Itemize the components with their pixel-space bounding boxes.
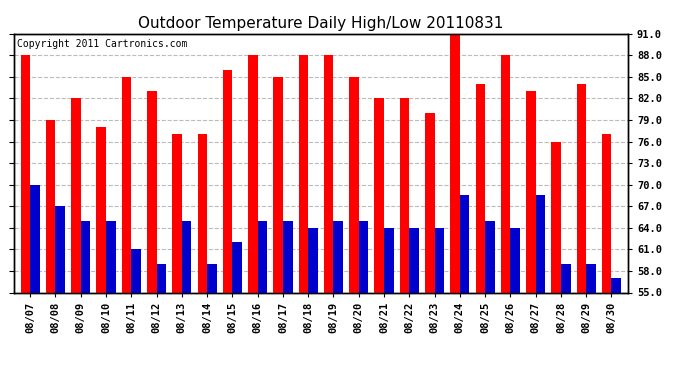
Bar xyxy=(349,77,359,292)
Bar xyxy=(485,220,495,292)
Bar xyxy=(375,99,384,292)
Bar xyxy=(248,56,257,292)
Bar xyxy=(207,264,217,292)
Bar xyxy=(30,185,40,292)
Bar xyxy=(21,56,30,292)
Bar xyxy=(172,134,182,292)
Bar xyxy=(359,220,368,292)
Bar xyxy=(535,195,545,292)
Bar xyxy=(451,27,460,292)
Bar xyxy=(131,249,141,292)
Bar xyxy=(197,134,207,292)
Bar xyxy=(400,99,409,292)
Bar xyxy=(81,220,90,292)
Bar xyxy=(425,113,435,292)
Bar xyxy=(586,264,595,292)
Bar xyxy=(501,56,511,292)
Bar xyxy=(551,142,561,292)
Bar xyxy=(283,220,293,292)
Bar xyxy=(384,228,393,292)
Bar xyxy=(273,77,283,292)
Title: Outdoor Temperature Daily High/Low 20110831: Outdoor Temperature Daily High/Low 20110… xyxy=(138,16,504,31)
Bar xyxy=(475,84,485,292)
Bar xyxy=(106,220,116,292)
Bar xyxy=(435,228,444,292)
Bar xyxy=(324,56,333,292)
Bar xyxy=(611,278,621,292)
Bar xyxy=(526,91,535,292)
Bar xyxy=(223,70,233,292)
Bar xyxy=(121,77,131,292)
Bar xyxy=(333,220,343,292)
Text: Copyright 2011 Cartronics.com: Copyright 2011 Cartronics.com xyxy=(17,39,187,49)
Bar xyxy=(71,99,81,292)
Bar xyxy=(299,56,308,292)
Bar xyxy=(55,206,65,292)
Bar xyxy=(577,84,586,292)
Bar xyxy=(233,242,242,292)
Bar xyxy=(561,264,571,292)
Bar xyxy=(182,220,191,292)
Bar xyxy=(147,91,157,292)
Bar xyxy=(46,120,55,292)
Bar xyxy=(460,195,469,292)
Bar xyxy=(602,134,611,292)
Bar xyxy=(97,127,106,292)
Bar xyxy=(511,228,520,292)
Bar xyxy=(257,220,267,292)
Bar xyxy=(157,264,166,292)
Bar xyxy=(308,228,318,292)
Bar xyxy=(409,228,419,292)
